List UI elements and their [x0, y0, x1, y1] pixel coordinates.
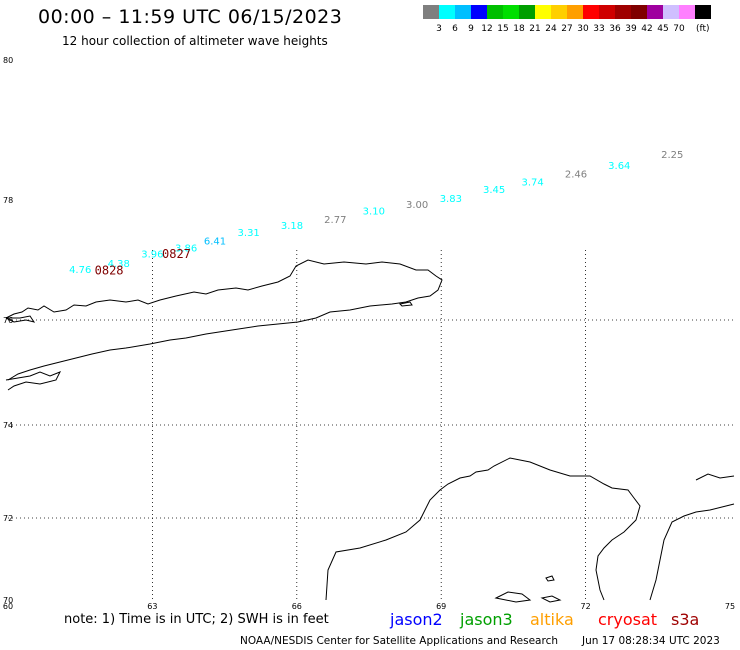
satellite-name-s3a: s3a	[671, 610, 700, 629]
wave-height-label: 2.25	[661, 150, 683, 161]
lon-tick-label: 69	[436, 602, 446, 611]
colorbar-label: 12	[481, 24, 492, 34]
coastline-gulf-ob-east	[649, 503, 735, 601]
colorbar-swatch	[535, 5, 551, 19]
satellite-name-jason2: jason2	[390, 610, 443, 629]
colorbar-label: 24	[545, 24, 557, 34]
colorbar-swatch	[679, 5, 695, 19]
colorbar-swatch	[583, 5, 599, 19]
wave-height-label: 3.83	[440, 194, 462, 205]
time-labels: 0827 0828	[95, 247, 191, 277]
lon-tick-label: 60	[3, 602, 13, 611]
wave-height-label: 6.41	[204, 236, 226, 247]
credit-line: NOAA/NESDIS Center for Satellite Applica…	[240, 635, 558, 647]
colorbar-swatch	[647, 5, 663, 19]
colorbar-label: 33	[593, 24, 604, 34]
colorbar-swatch	[695, 5, 711, 19]
colorbar-swatch	[487, 5, 503, 19]
colorbar-label: 36	[609, 24, 621, 34]
lon-tick-label: 72	[581, 602, 591, 611]
lon-tick-label: 63	[147, 602, 157, 611]
colorbar-label: 9	[468, 24, 474, 34]
colorbar-swatch	[439, 5, 455, 19]
colorbar-swatch	[423, 5, 439, 19]
lat-tick-label: 74	[3, 421, 13, 430]
map-title: 00:00 – 11:59 UTC 06/15/2023	[38, 6, 343, 28]
lat-tick-label: 72	[3, 514, 13, 523]
coastline-yamal	[325, 457, 641, 601]
map-subtitle: 12 hour collection of altimeter wave hei…	[62, 34, 328, 48]
color-scale-legend: 3 6 9 12 15 18 21 24 27 30 33 36 39 42 45 70 (ft)	[423, 5, 711, 34]
wave-height-label: 3.64	[608, 161, 630, 172]
colorbar-swatch	[663, 5, 679, 19]
colorbar-label: 30	[577, 24, 589, 34]
generated-timestamp: Jun 17 08:28:34 UTC 2023	[582, 635, 720, 647]
colorbar-swatch	[615, 5, 631, 19]
colorbar-label: 42	[641, 24, 652, 34]
colorbar-label: 3	[436, 24, 442, 34]
wave-height-label: 3.45	[483, 185, 505, 196]
satellite-name-altika: altika	[530, 610, 574, 629]
coastline-islet-4	[545, 575, 555, 582]
wave-height-label: 3.18	[281, 221, 303, 232]
pass-time-label: 0828	[95, 263, 124, 277]
colorbar-swatch	[567, 5, 583, 19]
colorbar-swatch	[551, 5, 567, 19]
colorbar-label: 39	[625, 24, 637, 34]
colorbar-swatch	[519, 5, 535, 19]
wave-height-label: 2.77	[324, 215, 346, 226]
lat-tick-label: 78	[3, 196, 13, 205]
wave-height-label: 2.46	[565, 170, 587, 181]
colorbar-label: 15	[497, 24, 508, 34]
wave-height-label: 3.31	[238, 228, 260, 239]
colorbar-swatch	[471, 5, 487, 19]
wave-height-label: 3.86	[175, 244, 197, 255]
colorbar-label: 21	[529, 24, 540, 34]
lat-tick-label: 80	[3, 56, 13, 65]
lon-tick-label: 75	[725, 602, 735, 611]
lat-tick-label: 70	[3, 596, 13, 605]
colorbar-label: 27	[561, 24, 572, 34]
colorbar-label: 18	[513, 24, 525, 34]
colorbar-swatch	[503, 5, 519, 19]
coastline-islet-5	[398, 301, 413, 307]
satellite-name-jason3: jason3	[460, 610, 513, 629]
coastline-islet-1	[5, 315, 36, 323]
colorbar-unit: (ft)	[696, 24, 710, 34]
wave-height-label: 4.76	[69, 265, 91, 276]
colorbar-swatch	[631, 5, 647, 19]
pass-time-label: 0827	[162, 247, 191, 261]
wave-height-label: 4.38	[108, 259, 130, 270]
colorbar-swatch	[599, 5, 615, 19]
observation-labels: 2.25 3.64 2.46 3.74 3.45 3.83 3.00 3.10 2.77 3.18…	[69, 150, 683, 276]
coastline-novaya-zemlya-south	[5, 371, 62, 391]
lat-tick-label: 76	[3, 316, 13, 325]
colorbar-label: 70	[673, 24, 685, 34]
footnote: note: 1) Time is in UTC; 2) SWH is in fe…	[64, 612, 329, 627]
coastline-gydan	[695, 473, 735, 481]
wave-height-label: 3.00	[406, 200, 428, 211]
coastline-islet-3	[540, 595, 562, 603]
coastline-novaya-zemlya-north	[5, 259, 443, 381]
wave-height-label: 3.74	[522, 177, 544, 188]
colorbar-label: 45	[657, 24, 668, 34]
satellite-name-cryosat: cryosat	[598, 610, 658, 629]
coastline-islet-2	[494, 591, 532, 603]
coastline	[5, 259, 735, 603]
colorbar-swatch	[455, 5, 471, 19]
lon-tick-label: 66	[292, 602, 302, 611]
lat-lon-grid: 60 63 66 69 72 75 80 78 76 74 72 70	[3, 56, 735, 611]
wave-height-label: 3.96	[141, 250, 163, 261]
colorbar-label: 6	[452, 24, 458, 34]
wave-height-label: 3.10	[363, 206, 385, 217]
